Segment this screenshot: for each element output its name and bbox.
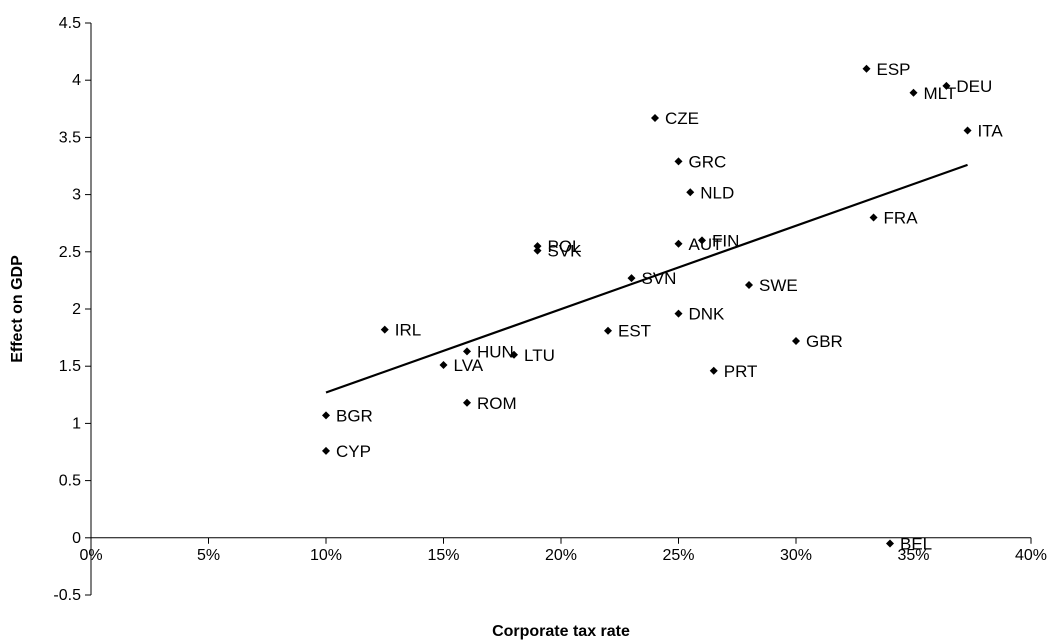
point-label-pol: POL — [548, 237, 582, 256]
data-point-aut — [674, 239, 683, 248]
x-tick-label: 20% — [545, 547, 577, 564]
data-point-cyp — [322, 446, 330, 455]
data-point-esp — [862, 64, 871, 73]
x-tick-label: 30% — [780, 547, 812, 564]
y-tick-label: 4.5 — [59, 15, 81, 32]
data-point-dnk — [674, 309, 683, 318]
y-tick-label: 1 — [72, 415, 81, 432]
point-label-svn: SVN — [642, 269, 677, 288]
data-point-nld — [686, 188, 695, 197]
data-point-irl — [380, 325, 389, 334]
data-point-ita — [963, 126, 972, 135]
point-label-esp: ESP — [877, 60, 911, 79]
point-label-swe: SWE — [759, 276, 798, 295]
data-point-pol — [533, 242, 542, 251]
point-label-bel: BEL — [900, 535, 932, 554]
data-point-rom — [463, 398, 471, 407]
x-axis-title: Corporate tax rate — [492, 623, 630, 640]
point-label-deu: DEU — [956, 77, 992, 96]
x-tick-label: 15% — [427, 547, 459, 564]
data-point-grc — [674, 157, 683, 166]
point-label-gbr: GBR — [806, 332, 843, 351]
y-tick-label: -0.5 — [53, 587, 81, 604]
x-tick-label: 5% — [197, 547, 220, 564]
data-point-est — [604, 326, 612, 335]
point-label-dnk: DNK — [689, 305, 726, 324]
point-label-est: EST — [618, 322, 651, 341]
x-tick-label: 40% — [1015, 547, 1047, 564]
point-label-lva: LVA — [454, 356, 484, 375]
data-point-lva — [439, 361, 448, 370]
data-point-bgr — [322, 411, 330, 420]
y-tick-label: 3.5 — [59, 129, 81, 146]
point-label-aut: AUT — [689, 235, 723, 254]
data-point-swe — [745, 280, 753, 289]
y-tick-label: 4 — [72, 72, 81, 89]
y-axis-title: Effect on GDP — [9, 255, 26, 363]
point-label-ita: ITA — [978, 122, 1004, 141]
data-point-hun — [463, 347, 471, 356]
point-label-nld: NLD — [700, 183, 734, 202]
data-point-deu — [942, 81, 951, 90]
y-tick-label: 0 — [72, 530, 81, 547]
data-point-prt — [709, 366, 718, 375]
trend-line — [325, 163, 968, 394]
data-point-mlt — [909, 88, 918, 97]
point-label-bgr: BGR — [336, 406, 373, 425]
y-tick-label: 3 — [72, 187, 81, 204]
point-label-ltu: LTU — [524, 346, 555, 365]
x-tick-label: 10% — [310, 547, 342, 564]
point-label-irl: IRL — [395, 321, 421, 340]
data-point-ltu — [510, 350, 518, 359]
x-tick-label: 35% — [897, 547, 929, 564]
y-tick-label: 2.5 — [59, 244, 81, 261]
x-tick-label: 25% — [662, 547, 694, 564]
data-point-cze — [651, 113, 659, 122]
data-point-svk — [533, 246, 542, 255]
point-label-cze: CZE — [665, 109, 699, 128]
point-label-cyp: CYP — [336, 442, 371, 461]
y-tick-label: 1.5 — [59, 358, 81, 375]
point-label-mlt: MLT — [924, 84, 957, 103]
point-label-prt: PRT — [724, 362, 758, 381]
point-label-hun: HUN — [477, 342, 514, 361]
y-axis-ticks: -0.5 0 0.5 1 1.5 2 2.5 3 3.5 4 4.5 — [53, 15, 91, 604]
data-point-fra — [869, 213, 878, 222]
point-label-grc: GRC — [689, 152, 727, 171]
point-label-fin: FIN — [712, 231, 739, 250]
data-point-bel — [886, 539, 894, 548]
data-point-gbr — [792, 337, 800, 346]
point-label-svk: SVK — [548, 242, 583, 261]
data-point-fin — [698, 236, 706, 245]
point-label-rom: ROM — [477, 394, 517, 413]
x-axis-ticks: 0% 5% 10% 15% 20% 25% 30% 35% 40% — [79, 537, 1047, 564]
data-point-svn — [627, 274, 636, 283]
point-label-fra: FRA — [884, 208, 919, 227]
y-tick-label: 0.5 — [59, 473, 81, 490]
y-tick-label: 2 — [72, 301, 81, 318]
